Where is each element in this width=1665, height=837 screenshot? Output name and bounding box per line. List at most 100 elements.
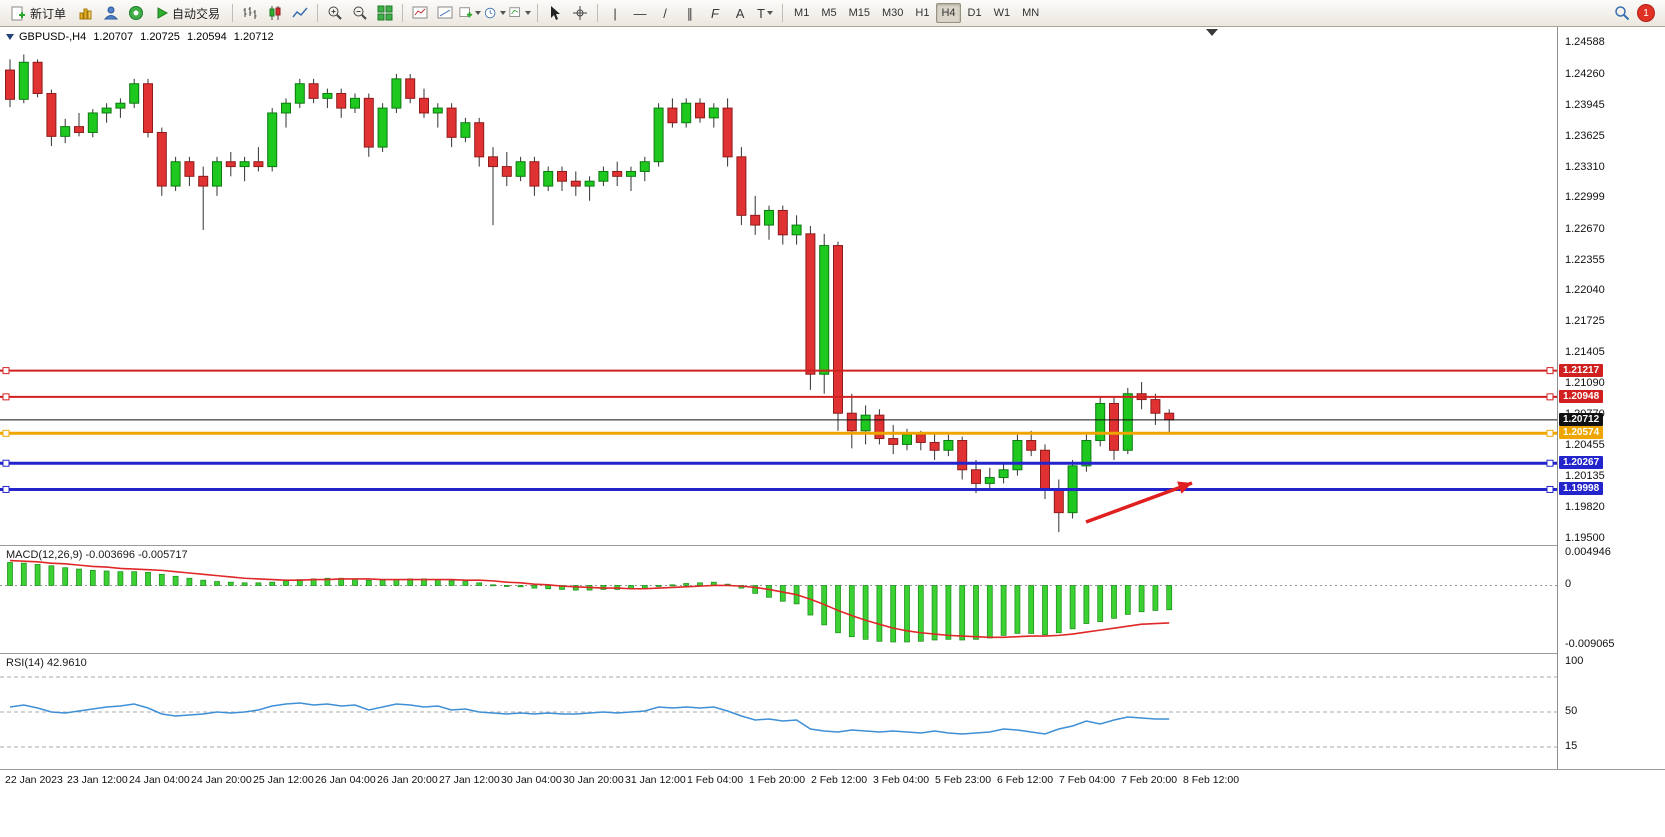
- candle-body: [888, 438, 899, 445]
- notification-badge[interactable]: 1: [1637, 4, 1655, 22]
- horizontal-line-tool-icon[interactable]: —: [633, 5, 647, 21]
- macd-histogram-bar: [434, 579, 441, 586]
- price-axis[interactable]: 1.24588 1.24260 1.23945 1.23625 1.23310 1.229…: [1557, 27, 1665, 769]
- rsi-chart[interactable]: [0, 654, 1557, 769]
- template-dropdown[interactable]: [508, 1, 532, 25]
- rsi-panel[interactable]: RSI(14) 42.9610: [0, 653, 1557, 769]
- candlestick-chart-icon[interactable]: [263, 1, 287, 25]
- macd-axis-label: 0.004946: [1565, 546, 1611, 558]
- time-axis-label: 7 Feb 20:00: [1121, 774, 1178, 786]
- objects-list-icon[interactable]: [433, 1, 457, 25]
- text-tool-icon[interactable]: A: [735, 5, 745, 21]
- tile-windows-icon[interactable]: [373, 1, 397, 25]
- crosshair-icon[interactable]: [568, 1, 592, 25]
- candle-body: [1150, 399, 1161, 414]
- line-handle[interactable]: [1546, 393, 1554, 401]
- macd-histogram-bar: [862, 585, 869, 640]
- line-handle[interactable]: [1546, 367, 1554, 375]
- chart-window: GBPUSD-,H4 1.20707 1.20725 1.20594 1.207…: [0, 27, 1665, 837]
- toolbar-separator: [402, 4, 404, 22]
- candle-body: [515, 161, 526, 177]
- fibonacci-tool-icon[interactable]: F: [711, 5, 719, 21]
- candle-body: [722, 107, 733, 158]
- trendline-tool-icon[interactable]: /: [663, 5, 667, 21]
- tf-button-m30[interactable]: M30: [877, 3, 908, 23]
- cursor-icon[interactable]: [543, 1, 567, 25]
- time-axis-label: 30 Jan 04:00: [501, 774, 562, 786]
- navigator-icon[interactable]: [99, 1, 123, 25]
- channel-tool-icon[interactable]: ∥: [686, 5, 694, 21]
- toolbar-separator: [597, 4, 599, 22]
- price-axis-label: 1.21725: [1565, 315, 1605, 328]
- tf-button-m5[interactable]: M5: [816, 3, 841, 23]
- candle-body: [653, 107, 664, 163]
- line-handle[interactable]: [2, 367, 10, 375]
- chevron-down-icon: [500, 11, 507, 15]
- auto-trading-button[interactable]: 自动交易: [149, 2, 227, 24]
- candle-body: [60, 126, 71, 137]
- candle-body: [557, 170, 567, 182]
- macd-panel[interactable]: MACD(12,26,9) -0.003696 -0.005717: [0, 545, 1557, 653]
- search-icon[interactable]: [1610, 1, 1634, 25]
- macd-histogram-bar: [448, 580, 455, 586]
- line-handle[interactable]: [2, 429, 10, 437]
- macd-histogram-bar: [545, 585, 552, 590]
- timeframe-toolbar: M1 M5 M15 M30 H1 H4 D1 W1 MN: [788, 3, 1045, 23]
- macd-histogram-bar: [352, 578, 358, 586]
- line-handle[interactable]: [2, 485, 10, 493]
- line-handle[interactable]: [1546, 429, 1554, 437]
- macd-histogram-bar: [103, 570, 110, 586]
- terminal-icon[interactable]: [124, 1, 148, 25]
- rsi-axis-label: 50: [1565, 705, 1578, 717]
- main-chart[interactable]: [0, 27, 1557, 545]
- macd-chart[interactable]: [0, 546, 1557, 653]
- bar-chart-icon[interactable]: [238, 1, 262, 25]
- macd-histogram-bar: [766, 585, 772, 598]
- zoom-out-icon[interactable]: [348, 1, 372, 25]
- candle-body: [667, 107, 678, 124]
- vertical-line-tool-icon[interactable]: |: [613, 5, 617, 21]
- line-handle[interactable]: [1546, 485, 1554, 493]
- time-axis-label: 3 Feb 04:00: [873, 774, 930, 786]
- candle-body: [543, 170, 554, 187]
- new-order-button[interactable]: 新订单: [4, 2, 73, 24]
- candle-body: [101, 107, 112, 114]
- new-chart-button[interactable]: [458, 1, 482, 25]
- line-chart-icon[interactable]: [288, 1, 312, 25]
- candle-body: [971, 469, 981, 484]
- main-chart-panel[interactable]: GBPUSD-,H4 1.20707 1.20725 1.20594 1.207…: [0, 27, 1557, 545]
- tf-button-h4[interactable]: H4: [936, 3, 961, 23]
- drawn-arrow-head[interactable]: [1177, 481, 1192, 494]
- tf-button-w1[interactable]: W1: [989, 3, 1016, 23]
- line-handle[interactable]: [2, 393, 10, 401]
- new-order-icon: [11, 6, 25, 20]
- line-handle[interactable]: [2, 459, 10, 467]
- macd-histogram-bar: [683, 583, 690, 586]
- new-order-label: 新订单: [30, 6, 67, 21]
- candle-body: [1026, 440, 1037, 451]
- macd-histogram-bar: [1042, 585, 1048, 636]
- chart-shift-marker[interactable]: [1206, 29, 1218, 36]
- macd-histogram-bar: [1124, 585, 1131, 615]
- indicators-icon[interactable]: [408, 1, 432, 25]
- symbol-ohlc: GBPUSD-,H4 1.20707 1.20725 1.20594 1.207…: [19, 31, 278, 43]
- tf-button-h1[interactable]: H1: [910, 3, 934, 23]
- line-handle[interactable]: [1546, 459, 1554, 467]
- candle-body: [501, 166, 512, 177]
- macd-signal-line: [9, 559, 1170, 639]
- time-axis-label: 24 Jan 04:00: [129, 774, 190, 786]
- market-watch-icon[interactable]: [74, 1, 98, 25]
- macd-histogram-bar: [283, 580, 289, 586]
- candle-body: [529, 161, 540, 187]
- arrows-tool-icon[interactable]: T: [753, 1, 777, 25]
- tf-button-mn[interactable]: MN: [1017, 3, 1044, 23]
- tf-button-d1[interactable]: D1: [963, 3, 987, 23]
- tf-button-m1[interactable]: M1: [789, 3, 814, 23]
- time-axis[interactable]: 22 Jan 2023 23 Jan 12:00 24 Jan 04:00 24 Ja…: [0, 769, 1665, 791]
- drawn-arrow[interactable]: [1085, 481, 1193, 524]
- tf-button-m15[interactable]: M15: [844, 3, 875, 23]
- macd-histogram-bar: [48, 565, 55, 586]
- period-dropdown[interactable]: [483, 1, 507, 25]
- zoom-in-icon[interactable]: [323, 1, 347, 25]
- one-click-trading-icon[interactable]: [6, 34, 14, 40]
